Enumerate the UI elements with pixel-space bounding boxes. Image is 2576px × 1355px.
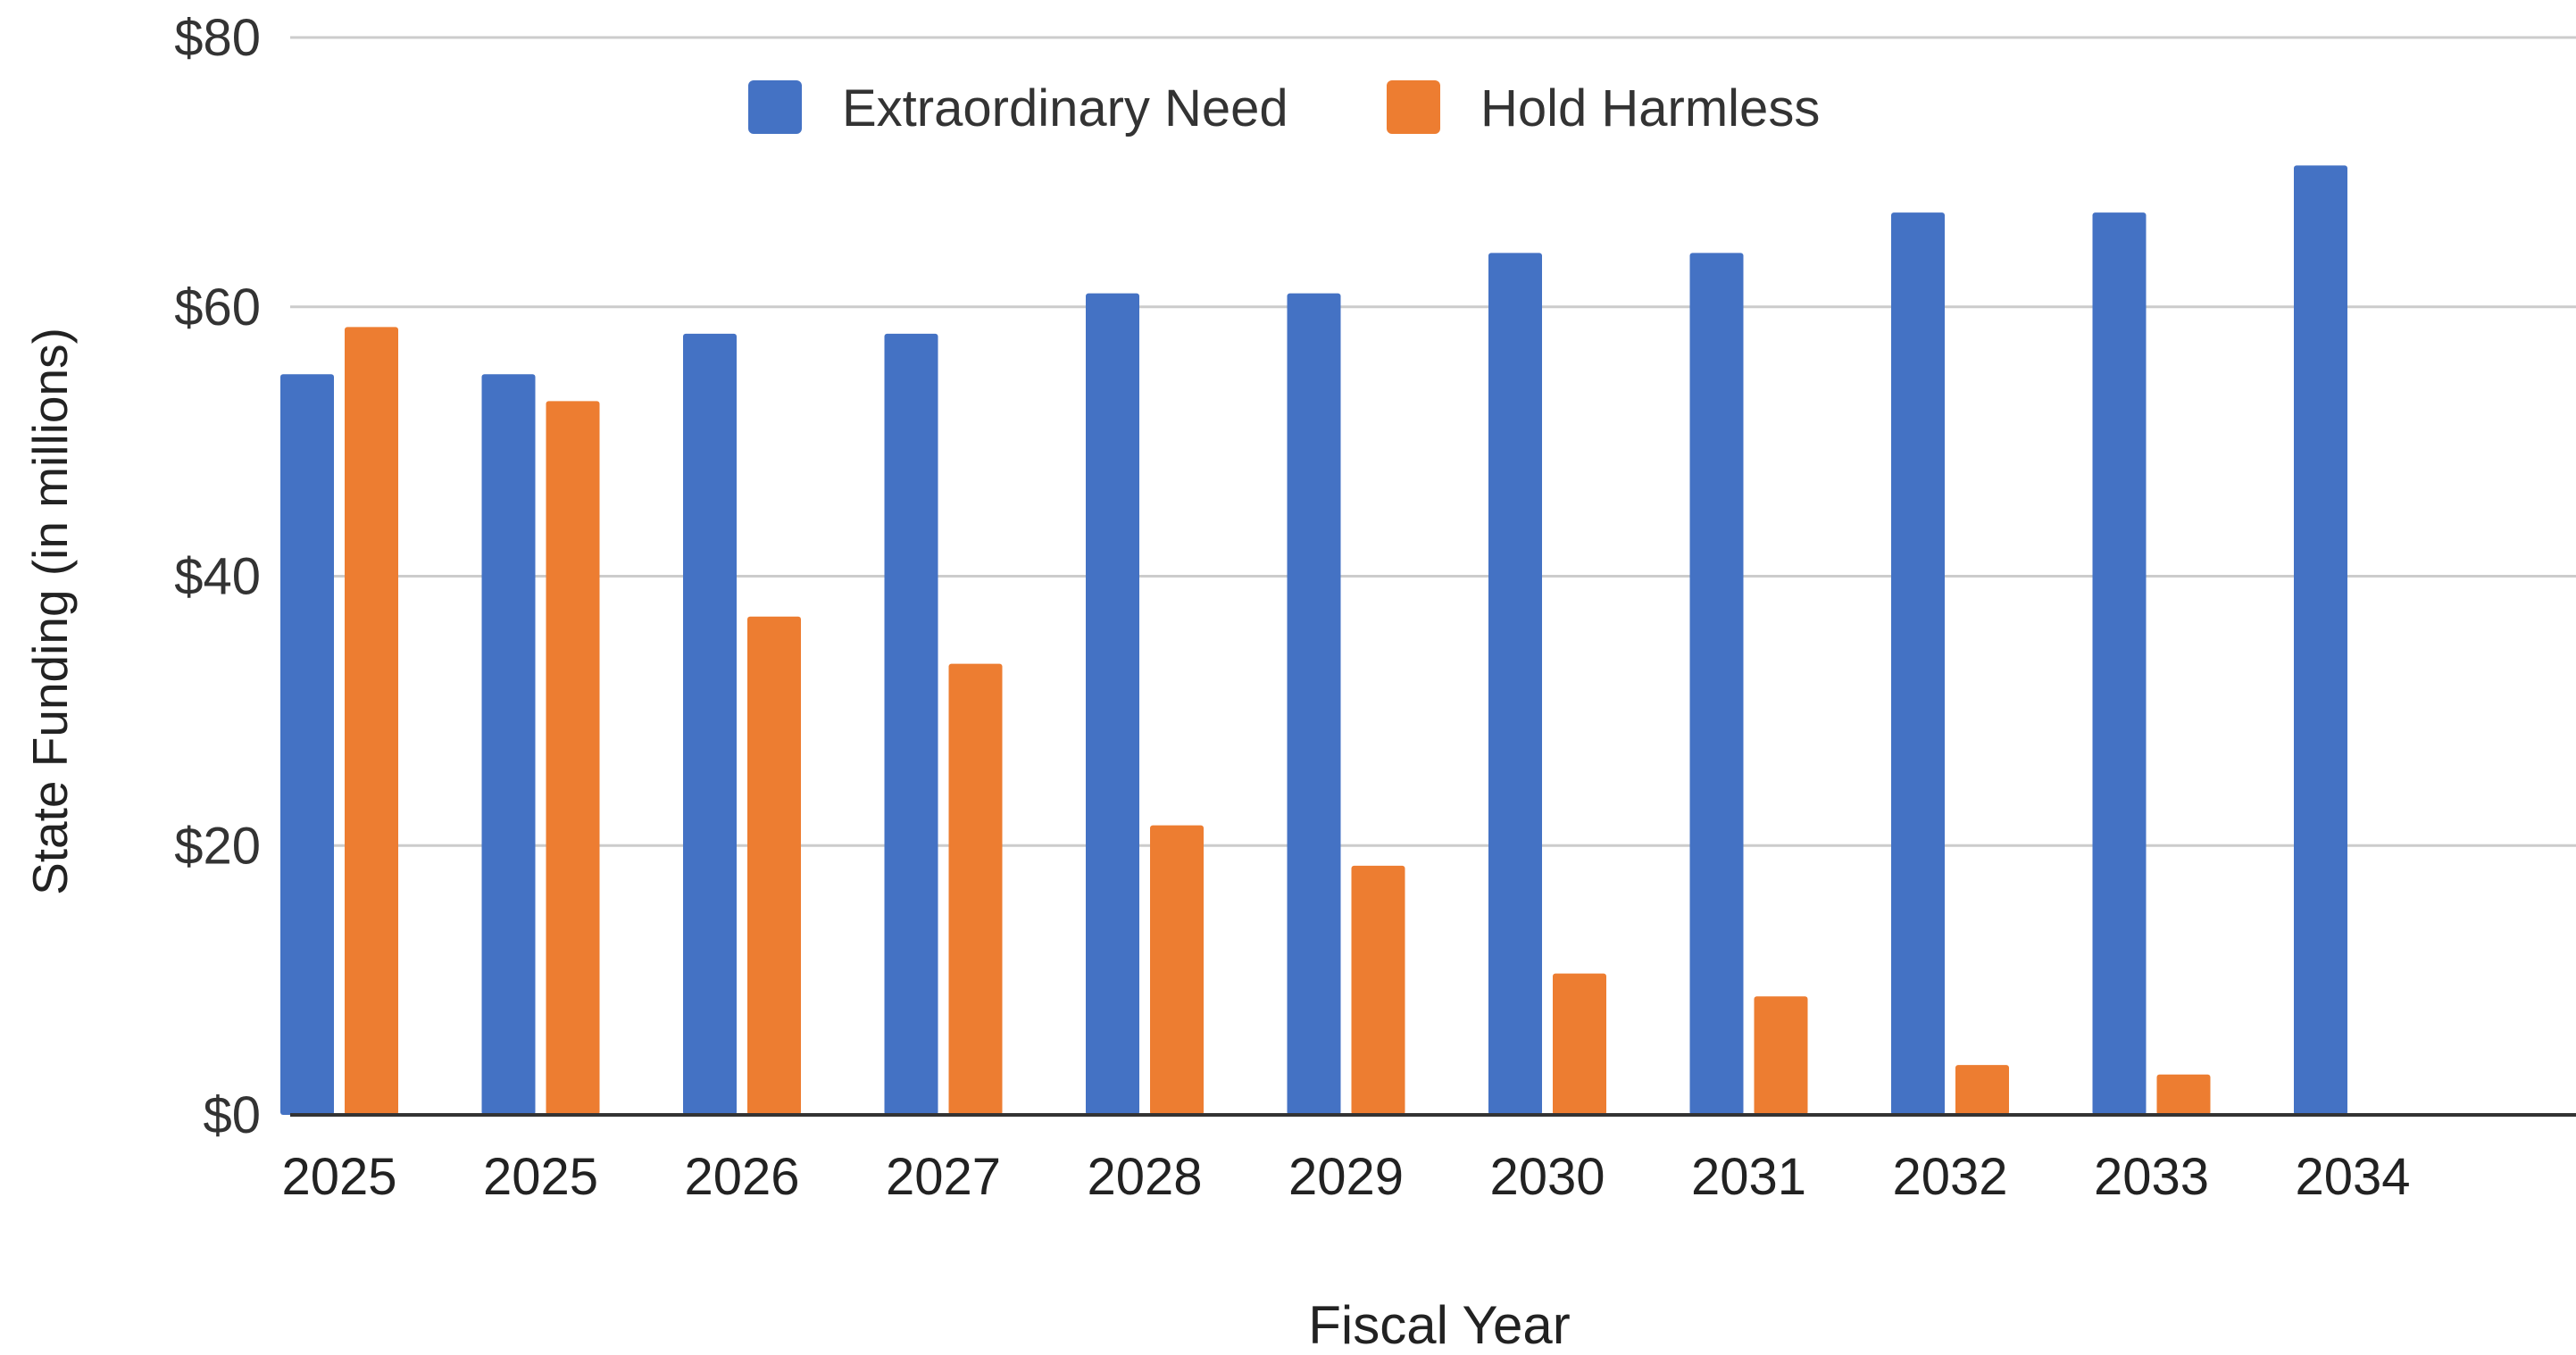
- bar-extraordinary-need: [683, 333, 737, 1115]
- bar-hold-harmless: [1955, 1065, 2009, 1115]
- bar-hold-harmless: [747, 616, 801, 1115]
- bar-hold-harmless: [546, 401, 600, 1115]
- bar-extraordinary-need: [1086, 293, 1139, 1116]
- x-tick-label: 2029: [1288, 1148, 1404, 1206]
- x-tick-label: 2027: [886, 1148, 1001, 1206]
- bars: 2025 2025 2026 2027 2028 2029 2030 2031 2032 2033…: [280, 165, 2411, 1206]
- x-tick-label: 2028: [1087, 1148, 1202, 1206]
- bar-hold-harmless: [345, 327, 398, 1116]
- y-axis-title: State Funding (in millions): [22, 328, 78, 895]
- y-tick-label: $40: [174, 548, 261, 606]
- x-tick-label: 2025: [281, 1148, 396, 1206]
- bar-hold-harmless: [1150, 825, 1204, 1115]
- legend-swatch: [748, 80, 802, 134]
- gridlines: $0 $20 $40 $60 $80: [174, 9, 2576, 1144]
- x-tick-label: 2033: [2094, 1148, 2209, 1206]
- bar-extraordinary-need: [481, 374, 536, 1115]
- bar-hold-harmless: [1754, 996, 1808, 1115]
- bar-hold-harmless: [1553, 973, 1606, 1115]
- bar-hold-harmless: [1351, 865, 1405, 1115]
- bar-extraordinary-need: [2092, 212, 2147, 1115]
- bar-extraordinary-need: [1891, 212, 1945, 1115]
- bar-extraordinary-need: [2294, 165, 2347, 1115]
- bar-extraordinary-need: [1287, 293, 1341, 1116]
- bar-hold-harmless: [948, 663, 1003, 1115]
- axes: Fiscal Year State Funding (in millions): [22, 328, 2576, 1355]
- y-tick-label: $20: [174, 817, 261, 875]
- y-tick-label: $0: [203, 1086, 261, 1144]
- bar-extraordinary-need: [884, 333, 938, 1115]
- x-axis-title: Fiscal Year: [1308, 1295, 1571, 1351]
- legend: Extraordinary Need Hold Harmless: [748, 79, 1820, 137]
- bar-hold-harmless: [2156, 1074, 2211, 1115]
- x-tick-label: 2034: [2295, 1148, 2410, 1206]
- bar-extraordinary-need: [1488, 253, 1542, 1115]
- bar-extraordinary-need: [280, 374, 334, 1115]
- y-tick-label: $60: [174, 278, 261, 337]
- legend-label: Hold Harmless: [1480, 79, 1820, 137]
- x-tick-label: 2030: [1489, 1148, 1605, 1206]
- legend-label: Extraordinary Need: [842, 79, 1288, 137]
- x-tick-label: 2026: [684, 1148, 799, 1206]
- x-tick-label: 2025: [483, 1148, 598, 1206]
- bar-extraordinary-need: [1689, 253, 1744, 1115]
- legend-swatch: [1387, 80, 1440, 134]
- x-tick-label: 2032: [1892, 1148, 2007, 1206]
- y-tick-label: $80: [174, 9, 261, 67]
- x-tick-label: 2031: [1691, 1148, 1806, 1206]
